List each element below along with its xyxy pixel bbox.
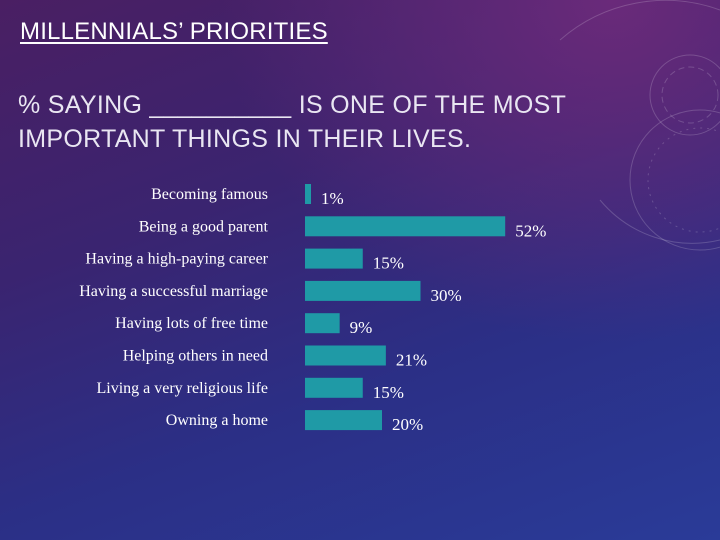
- category-label: Having a high-paying career: [85, 251, 268, 268]
- category-label: Having a successful marriage: [79, 283, 268, 300]
- category-label: Becoming famous: [151, 186, 268, 203]
- category-label: Living a very religious life: [96, 380, 268, 397]
- value-label: 9%: [350, 318, 373, 337]
- bar: [305, 280, 421, 301]
- value-label: 1%: [321, 189, 344, 208]
- category-label: Helping others in need: [123, 348, 268, 365]
- category-label: Being a good parent: [139, 218, 269, 235]
- slide-title: MILLENNIALS’ PRIORITIES: [20, 18, 328, 45]
- value-label: 15%: [373, 383, 404, 402]
- value-label: 20%: [392, 415, 423, 434]
- value-label: 15%: [373, 254, 404, 273]
- bar: [305, 345, 386, 366]
- bar: [305, 216, 506, 237]
- bar: [305, 377, 363, 398]
- bar: [305, 410, 382, 431]
- bar: [305, 313, 340, 334]
- category-label: Owning a home: [166, 412, 268, 429]
- bar: [305, 184, 311, 204]
- value-label: 21%: [396, 351, 427, 370]
- value-label: 30%: [431, 286, 462, 305]
- value-label: 52%: [515, 221, 546, 240]
- slide-subtitle: % SAYING __________ IS ONE OF THE MOST I…: [18, 91, 566, 153]
- bar: [305, 248, 363, 269]
- category-label: Having lots of free time: [115, 315, 268, 332]
